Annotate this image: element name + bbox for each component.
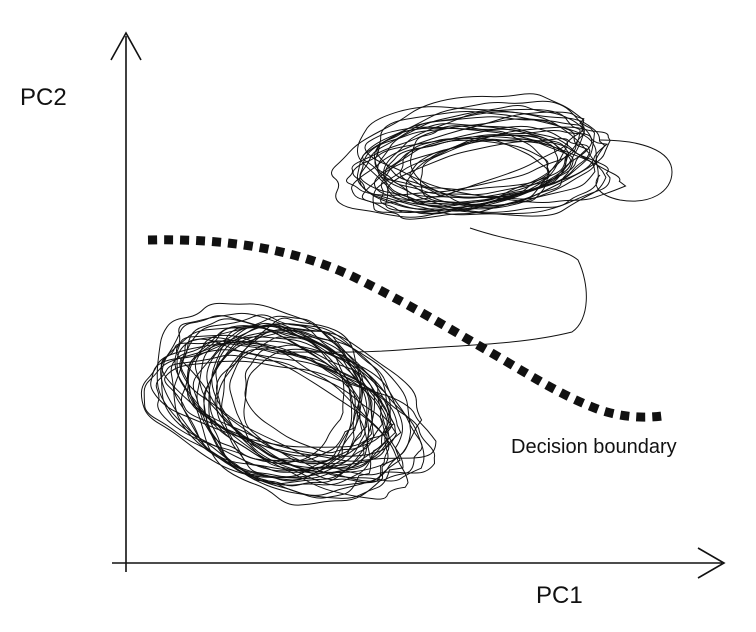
lower-cluster-loop [156,302,390,486]
lower-cluster-loop [203,329,412,496]
axes [110,31,726,579]
lower-cluster-loop [161,325,423,474]
lower-cluster-loop [214,323,392,474]
upper-cluster-loop [372,126,611,220]
upper-cluster-loop [364,126,627,204]
upper-cluster-loop [383,108,581,208]
upper-cluster-loop [356,106,607,217]
lower-cluster-loop [208,328,376,487]
upper-cluster-loop [384,139,550,199]
lower-cluster-loop [192,324,375,485]
upper-cluster-loop [352,135,611,216]
upper-cluster-scribble [331,93,627,220]
upper-cluster-loop [373,110,599,213]
lower-cluster-loop [179,336,436,476]
connecting-trail [279,227,587,353]
upper-cluster-tail [595,139,673,202]
upper-cluster-loop [420,138,574,207]
lower-cluster-loop [143,343,402,471]
lower-cluster-loop [140,340,397,480]
upper-cluster-loop [356,100,596,212]
lower-cluster-loop [150,349,393,448]
decision-boundary-line [147,235,663,422]
decision-boundary-label: Decision boundary [511,436,677,458]
y-axis-arrowhead [110,31,142,61]
lower-cluster-loop [216,317,362,478]
x-axis-arrowhead [697,547,726,579]
lower-cluster-loop [175,312,425,482]
upper-cluster-loop [374,116,588,196]
lower-cluster-loop [155,354,389,469]
lower-cluster-loop [174,334,390,484]
x-axis-label: PC1 [536,582,583,609]
upper-cluster-loop [331,93,593,218]
upper-cluster-loop [399,138,550,208]
lower-cluster-scribble [140,302,437,506]
y-axis-label: PC2 [20,84,67,111]
lower-cluster-loop [244,344,373,454]
lower-cluster-loop [180,318,370,470]
lower-cluster-loop [160,315,372,499]
